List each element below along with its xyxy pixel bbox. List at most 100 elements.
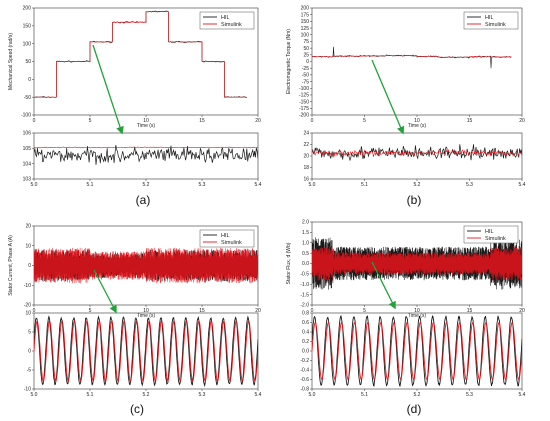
legend-box [199,229,255,248]
zoom-arrow-c [93,269,117,314]
y-tick-label: -75 [302,79,309,85]
x-tick-label: 10 [143,308,149,314]
series-simulink-line [34,319,258,383]
y-tick-label: -2.0 [300,303,309,309]
x-tick-label: 5.1 [361,392,368,398]
y-axis-label: Electromagnetic Torque (Nm) [286,29,292,94]
y-tick-label: 22 [303,142,309,148]
y-tick-label: -0.5 [300,272,309,278]
y-tick-label: 0.6 [302,320,309,326]
series-simulink-line [312,246,522,281]
y-tick-label: 200 [301,6,310,12]
zoom-arrow-d [371,261,396,310]
x-tick-label: 5.0 [31,392,38,398]
x-axis-label: Time (s) [137,313,155,319]
x-axis-label: Time (s) [408,123,426,129]
plot-area [312,46,512,69]
x-tick-label: 15 [199,308,205,314]
panel-a: 0 5 10 15 20 -100 -50 0 50 100 150 200 Time (s) Mecha… [8,6,262,207]
y-tick-label: 106 [23,131,32,137]
x-axis-label: Time (s) [137,123,155,129]
x-tick-label: 5 [363,118,366,124]
caption-c: (c) [130,402,144,416]
x-tick-label: 10 [414,118,420,124]
x-tick-label: 5 [89,118,92,124]
x-tick-label: 10 [143,118,149,124]
y-tick-label: -50 [302,73,309,79]
y-tick-label: 100 [23,41,32,47]
x-tick-label: 5.4 [255,392,262,398]
caption-a: (a) [136,193,151,207]
x-tick-label: 5.3 [199,182,206,188]
y-tick-label: 100 [301,32,310,38]
legend-box [199,11,255,30]
plot-area [312,314,522,387]
y-tick-label: 0 [28,349,31,355]
x-tick-label: 5.4 [255,182,262,188]
y-tick-label: 16 [303,177,309,183]
y-tick-label: -1.0 [300,282,309,288]
x-tick-label: 5.0 [309,182,316,188]
x-tick-label: 15 [467,118,473,124]
y-tick-label: 125 [301,26,310,32]
torque-spike-up [332,46,335,57]
plot-area [34,145,258,165]
legend-label-simulink: Simulink [485,236,506,242]
series-hil-line [312,144,522,162]
y-tick-label: 150 [301,19,310,25]
y-axis-label: Stator Current, Phase A (A) [8,235,14,296]
torque-spike-down [490,56,492,69]
y-tick-label: -10 [24,283,31,289]
plot-area [34,315,258,388]
series-simulink-line [34,247,258,284]
y-tick-label: 75 [303,39,309,45]
x-tick-label: 5.2 [143,182,150,188]
x-tick-label: 20 [519,308,525,314]
legend-box [463,11,519,30]
y-tick-label: -0.4 [300,368,309,374]
y-tick-label: 0.0 [302,349,309,355]
legend-label-hil: HIL [221,15,230,21]
y-tick-label: -25 [302,66,309,72]
y-tick-label: 5 [28,330,31,336]
y-tick-label: 175 [301,12,310,18]
x-tick-label: 0 [33,308,36,314]
plot-area [312,144,522,162]
y-tick-label: 0 [306,59,309,65]
y-tick-label: 10 [25,243,31,249]
y-tick-label: 103 [23,177,32,183]
series-hil-line [34,145,258,165]
y-tick-label: -150 [299,99,309,105]
legend-label-simulink: Simulink [221,240,242,246]
series-simulink-line [34,10,247,98]
y-tick-label: -175 [299,106,309,112]
panel-d: 0 5 10 15 20 -2.0 -1.5 -1.0 -0.5 0.0 0.5 1.0 1.5 2.0 T… [286,220,526,416]
y-tick-label: 25 [303,53,309,59]
y-axis-label: Mechanical Speed (rad/s) [8,33,14,90]
y-tick-label: 50 [25,59,31,65]
x-tick-label: 5.2 [143,392,150,398]
x-tick-label: 5.3 [466,392,473,398]
y-tick-label: 50 [303,46,309,52]
caption-d: (d) [407,402,422,416]
y-tick-label: 24 [303,131,309,137]
x-tick-label: 15 [199,118,205,124]
y-tick-label: 0.5 [302,251,309,257]
y-tick-label: 0.0 [302,261,309,267]
y-tick-label: 150 [23,24,32,30]
x-tick-label: 5 [89,308,92,314]
legend-box [463,225,519,244]
series-simulink-line [312,54,512,58]
y-axis-label: Stator Flux, d (Wb) [286,242,292,284]
y-tick-label: 1.5 [302,230,309,236]
x-tick-label: 5.4 [519,392,526,398]
x-tick-label: 5.3 [199,392,206,398]
y-tick-label: 10 [25,311,31,317]
x-tick-label: 5.2 [414,182,421,188]
